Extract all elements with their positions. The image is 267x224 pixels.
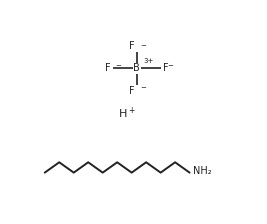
Text: NH₂: NH₂ bbox=[193, 166, 211, 176]
Text: −: − bbox=[140, 85, 146, 91]
Text: +: + bbox=[129, 106, 135, 115]
Text: B: B bbox=[134, 63, 140, 73]
Text: 3+: 3+ bbox=[143, 58, 154, 65]
Text: F: F bbox=[163, 63, 169, 73]
Text: F: F bbox=[129, 41, 135, 50]
Text: F: F bbox=[129, 86, 135, 96]
Text: −: − bbox=[167, 63, 173, 69]
Text: −: − bbox=[140, 43, 146, 50]
Text: −: − bbox=[115, 63, 121, 69]
Text: H: H bbox=[119, 109, 128, 119]
Text: F: F bbox=[105, 63, 111, 73]
